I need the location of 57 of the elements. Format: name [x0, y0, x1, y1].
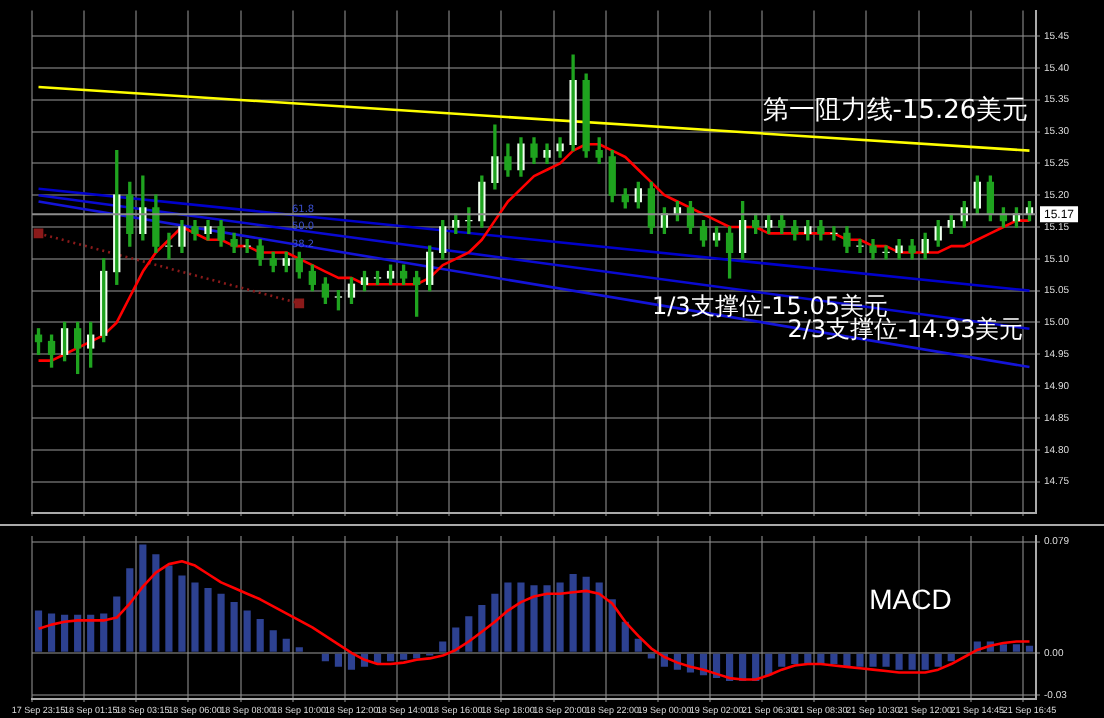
bar	[934, 653, 942, 667]
bar	[569, 573, 577, 652]
bar	[556, 582, 564, 652]
bar	[191, 582, 199, 652]
bar	[204, 588, 212, 652]
bar	[869, 653, 877, 667]
bar	[439, 641, 447, 652]
bar	[165, 565, 173, 652]
bar	[87, 614, 95, 652]
bar	[1025, 645, 1034, 652]
bar	[61, 614, 69, 652]
bar	[530, 585, 538, 652]
bar	[34, 610, 43, 652]
bar	[608, 599, 616, 652]
bar	[269, 630, 277, 652]
bar	[100, 613, 108, 652]
bar	[830, 653, 838, 665]
bar	[256, 619, 264, 652]
bar	[347, 653, 356, 670]
bar	[999, 644, 1007, 652]
bar	[113, 596, 121, 652]
bar	[921, 653, 929, 670]
bar	[217, 593, 225, 652]
bar	[543, 585, 551, 652]
bar	[778, 653, 786, 667]
bar	[230, 602, 238, 652]
bar	[908, 653, 916, 670]
bar	[386, 653, 395, 662]
bar	[504, 582, 512, 652]
bar	[882, 653, 890, 667]
bar	[582, 576, 590, 652]
bar	[321, 653, 329, 662]
bar	[517, 582, 525, 652]
bar	[178, 575, 186, 652]
bar	[634, 638, 642, 652]
bar	[595, 582, 603, 652]
bar	[895, 653, 903, 670]
bar	[765, 653, 773, 676]
bar	[152, 554, 160, 652]
bar	[139, 544, 147, 652]
bar	[126, 568, 134, 652]
bar	[465, 616, 473, 652]
bar	[791, 653, 799, 665]
bar	[334, 653, 342, 667]
bar	[243, 610, 251, 652]
text: MACD	[869, 583, 952, 615]
bar	[856, 653, 864, 667]
bar	[400, 653, 408, 660]
bar	[947, 653, 955, 662]
bar	[47, 613, 56, 652]
bar	[621, 621, 629, 652]
bar	[74, 614, 82, 652]
bar	[1012, 644, 1021, 652]
annotation: 第一阻力线-15.26美元	[762, 93, 1029, 126]
bar	[491, 593, 499, 652]
bar	[478, 604, 486, 652]
bar	[282, 638, 290, 652]
